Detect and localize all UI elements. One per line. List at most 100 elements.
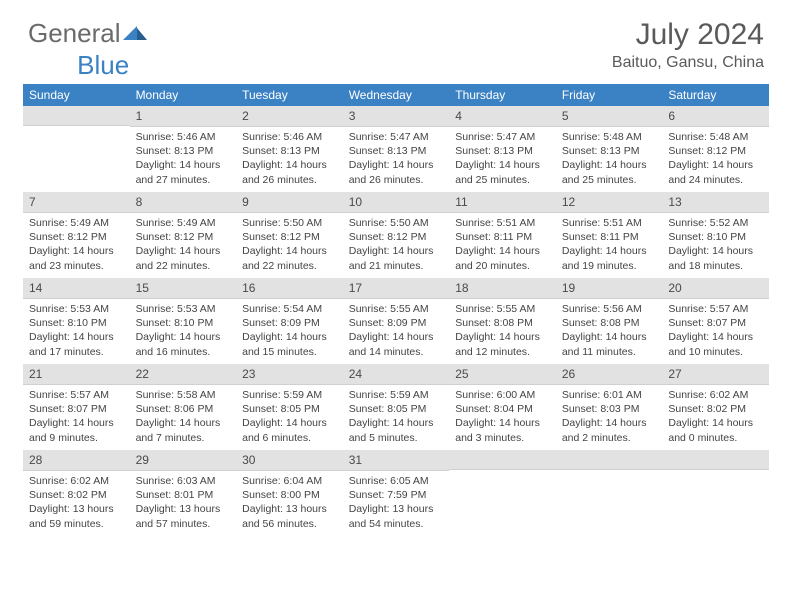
calendar-cell: 9Sunrise: 5:50 AMSunset: 8:12 PMDaylight… [236,192,343,278]
day-number: 29 [130,450,237,471]
logo: General [28,18,149,49]
calendar-cell: 18Sunrise: 5:55 AMSunset: 8:08 PMDayligh… [449,278,556,364]
day-content: Sunrise: 5:53 AMSunset: 8:10 PMDaylight:… [130,299,237,363]
calendar-row: 1Sunrise: 5:46 AMSunset: 8:13 PMDaylight… [23,106,769,192]
weekday-header: Sunday [23,84,130,106]
calendar-cell: 19Sunrise: 5:56 AMSunset: 8:08 PMDayligh… [556,278,663,364]
day-number [556,450,663,470]
day-content: Sunrise: 5:59 AMSunset: 8:05 PMDaylight:… [343,385,450,449]
calendar-cell: 25Sunrise: 6:00 AMSunset: 8:04 PMDayligh… [449,364,556,450]
day-content: Sunrise: 5:46 AMSunset: 8:13 PMDaylight:… [236,127,343,191]
day-number: 23 [236,364,343,385]
day-number: 15 [130,278,237,299]
calendar-cell: 24Sunrise: 5:59 AMSunset: 8:05 PMDayligh… [343,364,450,450]
day-content: Sunrise: 5:53 AMSunset: 8:10 PMDaylight:… [23,299,130,363]
day-content: Sunrise: 5:52 AMSunset: 8:10 PMDaylight:… [662,213,769,277]
day-content: Sunrise: 5:56 AMSunset: 8:08 PMDaylight:… [556,299,663,363]
logo-icon [123,18,149,49]
day-content: Sunrise: 5:47 AMSunset: 8:13 PMDaylight:… [449,127,556,191]
logo-text-1: General [28,18,121,49]
calendar-cell: 3Sunrise: 5:47 AMSunset: 8:13 PMDaylight… [343,106,450,192]
day-number: 26 [556,364,663,385]
day-content: Sunrise: 5:50 AMSunset: 8:12 PMDaylight:… [236,213,343,277]
day-content: Sunrise: 6:02 AMSunset: 8:02 PMDaylight:… [23,471,130,535]
day-content: Sunrise: 6:03 AMSunset: 8:01 PMDaylight:… [130,471,237,535]
calendar-cell: 12Sunrise: 5:51 AMSunset: 8:11 PMDayligh… [556,192,663,278]
calendar-cell: 1Sunrise: 5:46 AMSunset: 8:13 PMDaylight… [130,106,237,192]
day-content: Sunrise: 5:48 AMSunset: 8:12 PMDaylight:… [662,127,769,191]
day-number: 5 [556,106,663,127]
calendar-cell: 7Sunrise: 5:49 AMSunset: 8:12 PMDaylight… [23,192,130,278]
day-number [23,106,130,126]
day-number: 3 [343,106,450,127]
title-block: July 2024 Baituo, Gansu, China [612,18,764,72]
calendar-row: 14Sunrise: 5:53 AMSunset: 8:10 PMDayligh… [23,278,769,364]
calendar-cell: 30Sunrise: 6:04 AMSunset: 8:00 PMDayligh… [236,450,343,536]
day-number: 4 [449,106,556,127]
day-content: Sunrise: 5:49 AMSunset: 8:12 PMDaylight:… [23,213,130,277]
day-content: Sunrise: 5:47 AMSunset: 8:13 PMDaylight:… [343,127,450,191]
day-content: Sunrise: 6:04 AMSunset: 8:00 PMDaylight:… [236,471,343,535]
logo-text-2: Blue [77,50,129,81]
calendar-cell: 5Sunrise: 5:48 AMSunset: 8:13 PMDaylight… [556,106,663,192]
calendar-cell: 6Sunrise: 5:48 AMSunset: 8:12 PMDaylight… [662,106,769,192]
day-content: Sunrise: 6:05 AMSunset: 7:59 PMDaylight:… [343,471,450,535]
day-content: Sunrise: 5:54 AMSunset: 8:09 PMDaylight:… [236,299,343,363]
weekday-header-row: Sunday Monday Tuesday Wednesday Thursday… [23,84,769,106]
calendar-cell: 10Sunrise: 5:50 AMSunset: 8:12 PMDayligh… [343,192,450,278]
calendar-cell: 17Sunrise: 5:55 AMSunset: 8:09 PMDayligh… [343,278,450,364]
calendar-cell: 22Sunrise: 5:58 AMSunset: 8:06 PMDayligh… [130,364,237,450]
logo-line2: GenBlue [28,50,129,81]
day-content: Sunrise: 5:51 AMSunset: 8:11 PMDaylight:… [449,213,556,277]
calendar-row: 28Sunrise: 6:02 AMSunset: 8:02 PMDayligh… [23,450,769,536]
day-number [662,450,769,470]
calendar-cell: 15Sunrise: 5:53 AMSunset: 8:10 PMDayligh… [130,278,237,364]
page-title: July 2024 [612,18,764,52]
day-content: Sunrise: 6:01 AMSunset: 8:03 PMDaylight:… [556,385,663,449]
day-number: 31 [343,450,450,471]
calendar-cell: 14Sunrise: 5:53 AMSunset: 8:10 PMDayligh… [23,278,130,364]
day-content-empty [662,470,769,477]
day-content: Sunrise: 5:58 AMSunset: 8:06 PMDaylight:… [130,385,237,449]
calendar-cell: 21Sunrise: 5:57 AMSunset: 8:07 PMDayligh… [23,364,130,450]
calendar-cell: 20Sunrise: 5:57 AMSunset: 8:07 PMDayligh… [662,278,769,364]
day-number: 18 [449,278,556,299]
day-number: 7 [23,192,130,213]
day-content: Sunrise: 5:48 AMSunset: 8:13 PMDaylight:… [556,127,663,191]
calendar-cell: 16Sunrise: 5:54 AMSunset: 8:09 PMDayligh… [236,278,343,364]
weekday-header: Wednesday [343,84,450,106]
day-number: 28 [23,450,130,471]
calendar-cell: 26Sunrise: 6:01 AMSunset: 8:03 PMDayligh… [556,364,663,450]
page-subtitle: Baituo, Gansu, China [612,54,764,72]
day-number [449,450,556,470]
day-content: Sunrise: 6:02 AMSunset: 8:02 PMDaylight:… [662,385,769,449]
calendar-cell [23,106,130,192]
day-content: Sunrise: 5:46 AMSunset: 8:13 PMDaylight:… [130,127,237,191]
day-content: Sunrise: 5:55 AMSunset: 8:09 PMDaylight:… [343,299,450,363]
day-number: 16 [236,278,343,299]
day-number: 17 [343,278,450,299]
day-number: 2 [236,106,343,127]
day-number: 12 [556,192,663,213]
calendar-cell: 11Sunrise: 5:51 AMSunset: 8:11 PMDayligh… [449,192,556,278]
day-number: 22 [130,364,237,385]
calendar-cell: 4Sunrise: 5:47 AMSunset: 8:13 PMDaylight… [449,106,556,192]
day-number: 8 [130,192,237,213]
day-content: Sunrise: 5:59 AMSunset: 8:05 PMDaylight:… [236,385,343,449]
day-number: 11 [449,192,556,213]
calendar-cell: 28Sunrise: 6:02 AMSunset: 8:02 PMDayligh… [23,450,130,536]
day-content-empty [23,126,130,133]
day-content: Sunrise: 5:57 AMSunset: 8:07 PMDaylight:… [23,385,130,449]
weekday-header: Tuesday [236,84,343,106]
day-content-empty [556,470,663,477]
day-number: 19 [556,278,663,299]
weekday-header: Thursday [449,84,556,106]
calendar-cell: 2Sunrise: 5:46 AMSunset: 8:13 PMDaylight… [236,106,343,192]
weekday-header: Friday [556,84,663,106]
day-content: Sunrise: 5:55 AMSunset: 8:08 PMDaylight:… [449,299,556,363]
calendar-row: 7Sunrise: 5:49 AMSunset: 8:12 PMDaylight… [23,192,769,278]
day-number: 13 [662,192,769,213]
day-content: Sunrise: 5:49 AMSunset: 8:12 PMDaylight:… [130,213,237,277]
weekday-header: Monday [130,84,237,106]
day-number: 25 [449,364,556,385]
